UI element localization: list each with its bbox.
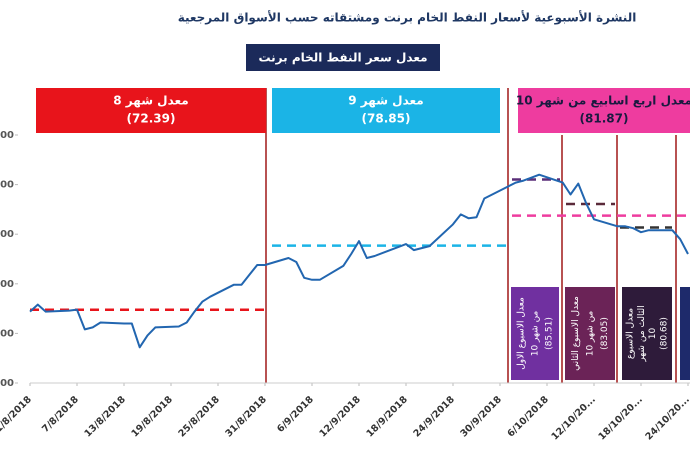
x-tick-label: 18/9/2018 [364,394,410,440]
y-tick-label: 90.00 [0,130,14,141]
separators [265,88,677,383]
x-tick-label: 13/8/2018 [82,394,128,440]
y-tick-label: 80.00 [0,229,14,240]
week-value-label: (83.05) [600,317,610,350]
y-tick-label: 85.00 [0,180,14,191]
chart-subtitle: معدل سعر النفط الخام برنت [258,51,427,66]
subtitle-box [246,44,440,71]
x-tick-label: 31/8/2018 [223,394,269,440]
week-label: من شهر 10 [531,311,541,357]
x-tick-label: 24/9/2018 [411,394,457,440]
x-tick-label: 6/9/2018 [275,394,316,435]
average-label: معدل اربع اسابيع من شهر 10 [516,94,690,108]
x-tick-label: 19/8/2018 [129,394,175,440]
week-box [622,287,672,380]
average-box [518,88,690,133]
week-label: معدل الاسبوع [625,308,635,359]
average-label: معدل شهر 9 [348,94,423,108]
week-box [511,287,559,380]
x-tick-label: 24/10/20... [643,394,690,442]
week-label: 10 [648,328,658,340]
x-tick-label: 12/9/2018 [317,394,363,440]
average-value-label: (78.85) [362,112,411,126]
y-tick-label: 75.00 [0,279,14,290]
week-label: الثالث من شهر [637,305,647,362]
y-tick-label: 70.00 [0,328,14,339]
week-label: من شهر 10 [586,311,596,357]
x-tick-label: 12/10/20... [549,394,597,442]
average-box [36,88,266,133]
average-value-label: (72.39) [127,112,176,126]
x-tick-label: 25/8/2018 [176,394,222,440]
average-label: معدل شهر 8 [113,94,188,108]
average-value-label: (81.87) [580,112,629,126]
chart-title: النشرة الأسبوعية لأسعار النفط الخام برنت… [178,10,637,26]
x-tick-label: 30/9/2018 [458,394,504,440]
x-tick-label: 6/10/2018 [505,394,551,440]
x-tick-label: 1/8/2018 [0,394,34,435]
average-box [272,88,500,133]
price-line [29,173,689,349]
week-box-partial [680,287,690,380]
y-tick-label: 65.00 [0,378,14,389]
x-tick-label: 7/8/2018 [40,394,81,435]
week-box [565,287,615,380]
week-label: معدل الاسبوع الثاني [571,296,581,371]
week-value-label: (85.51) [545,317,555,350]
week-value-label: (80.68) [660,317,670,350]
x-tick-label: 18/10/20... [596,394,644,442]
week-label: معدل الاسبوع الاول [516,297,526,370]
